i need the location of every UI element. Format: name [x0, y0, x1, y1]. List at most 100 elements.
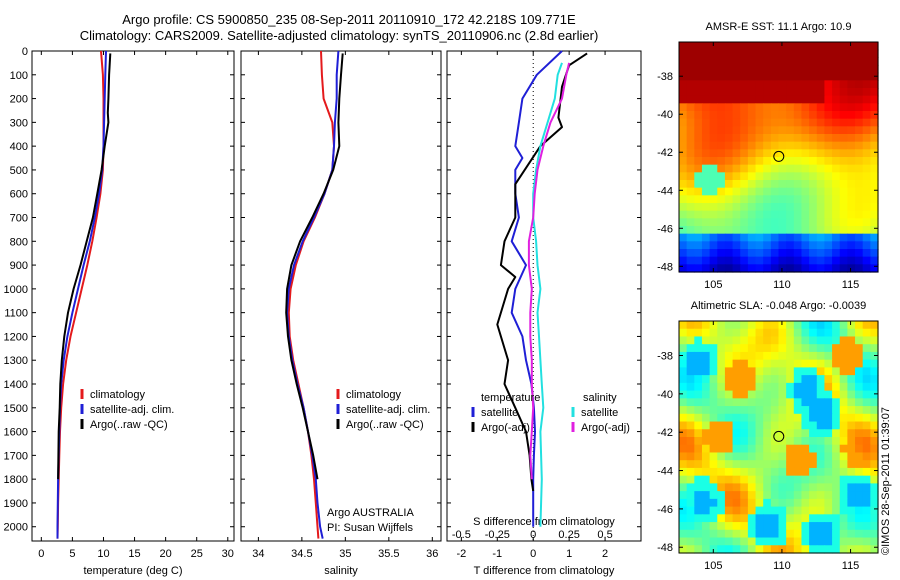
map-cell [701, 95, 711, 104]
map-cell [839, 111, 848, 120]
map-cell [809, 321, 818, 330]
map-cell [679, 491, 688, 500]
map-cell [709, 226, 718, 235]
map-cell [709, 256, 718, 265]
map-cell [747, 80, 757, 89]
x2-tick-label: 0.5 [597, 529, 612, 541]
map-cell [763, 65, 772, 74]
map-cell [763, 382, 772, 392]
map-cell [686, 180, 695, 189]
map-cell [809, 256, 818, 265]
legend-title: salinity [583, 392, 617, 404]
map-cell [839, 406, 848, 415]
map-cell [701, 475, 711, 484]
map-cell [801, 328, 810, 338]
map-cell [694, 452, 703, 461]
map-cell [755, 375, 764, 384]
map-cell [709, 218, 718, 227]
map-cell [832, 321, 841, 330]
map-cell [870, 180, 879, 189]
map-cell [747, 367, 757, 376]
map-cell [679, 406, 688, 415]
map-cell [732, 118, 741, 127]
map-cell [770, 118, 780, 127]
map-cell [801, 141, 810, 150]
map-cell [862, 218, 871, 227]
map-cell [816, 375, 826, 384]
map-cell [801, 498, 810, 508]
map-cell [855, 88, 864, 97]
map-cell [709, 336, 718, 345]
map-cell [694, 437, 703, 446]
map-cell [679, 545, 688, 554]
map-cell [778, 134, 787, 143]
map-cell [839, 65, 848, 74]
map-cell [763, 103, 772, 112]
map-cell [847, 49, 856, 58]
map-cell [862, 149, 871, 158]
x-axis-label: salinity [324, 565, 358, 577]
map-cell [855, 390, 864, 399]
map-cell [732, 506, 741, 515]
map-cell [816, 328, 826, 338]
x-tick-label: 10 [97, 548, 109, 560]
map-cell [732, 203, 741, 212]
map-cell [793, 164, 803, 173]
map-cell [755, 398, 764, 407]
map-cell [862, 321, 871, 330]
map-cell [862, 111, 871, 120]
map-cell [732, 103, 741, 112]
map-cell [701, 429, 711, 438]
map-cell [824, 80, 833, 89]
map-cell [824, 172, 833, 181]
map-cell [747, 506, 757, 515]
map-cell [709, 57, 718, 66]
map-cell [701, 359, 711, 368]
x-tick-label: -2 [456, 548, 466, 560]
map-cell [724, 491, 734, 500]
map-cell [816, 359, 826, 368]
map-cell [855, 514, 864, 523]
map-cell [847, 522, 856, 531]
map-cell [832, 437, 841, 446]
map-cell [793, 195, 803, 204]
map-cell [694, 218, 703, 227]
map-cell [732, 57, 741, 66]
map-cell [747, 351, 757, 361]
map-cell [763, 514, 772, 523]
map-cell [679, 80, 688, 89]
map-cell [747, 375, 757, 384]
map-cell [832, 203, 841, 212]
map-cell [832, 103, 841, 112]
map-cell [686, 103, 695, 112]
map-cell [801, 149, 810, 158]
map-cell [809, 437, 818, 446]
map-cell [763, 49, 772, 58]
map-cell [755, 545, 764, 554]
map-cell [763, 398, 772, 407]
map-cell [832, 118, 841, 127]
map-cell [763, 203, 772, 212]
map-cell [862, 351, 871, 361]
map-cell [747, 57, 757, 66]
map-cell [870, 149, 879, 158]
map-cell [686, 172, 695, 181]
map-cell [839, 452, 848, 461]
map-cell [770, 437, 780, 446]
map-cell [862, 172, 871, 181]
map-cell [717, 141, 726, 150]
map-cell [793, 57, 803, 66]
map-cell [717, 506, 726, 515]
map-cell [717, 321, 726, 330]
map-cell [839, 359, 848, 368]
map-cell [862, 42, 871, 51]
map-cell [786, 233, 795, 242]
map-cell [793, 413, 803, 423]
map-cell [717, 103, 726, 112]
map-cell [740, 72, 749, 81]
map-cell [763, 195, 772, 204]
map-cell [824, 210, 833, 219]
map-cell [832, 506, 841, 515]
map-cell [770, 537, 780, 546]
map-cell [701, 321, 711, 330]
